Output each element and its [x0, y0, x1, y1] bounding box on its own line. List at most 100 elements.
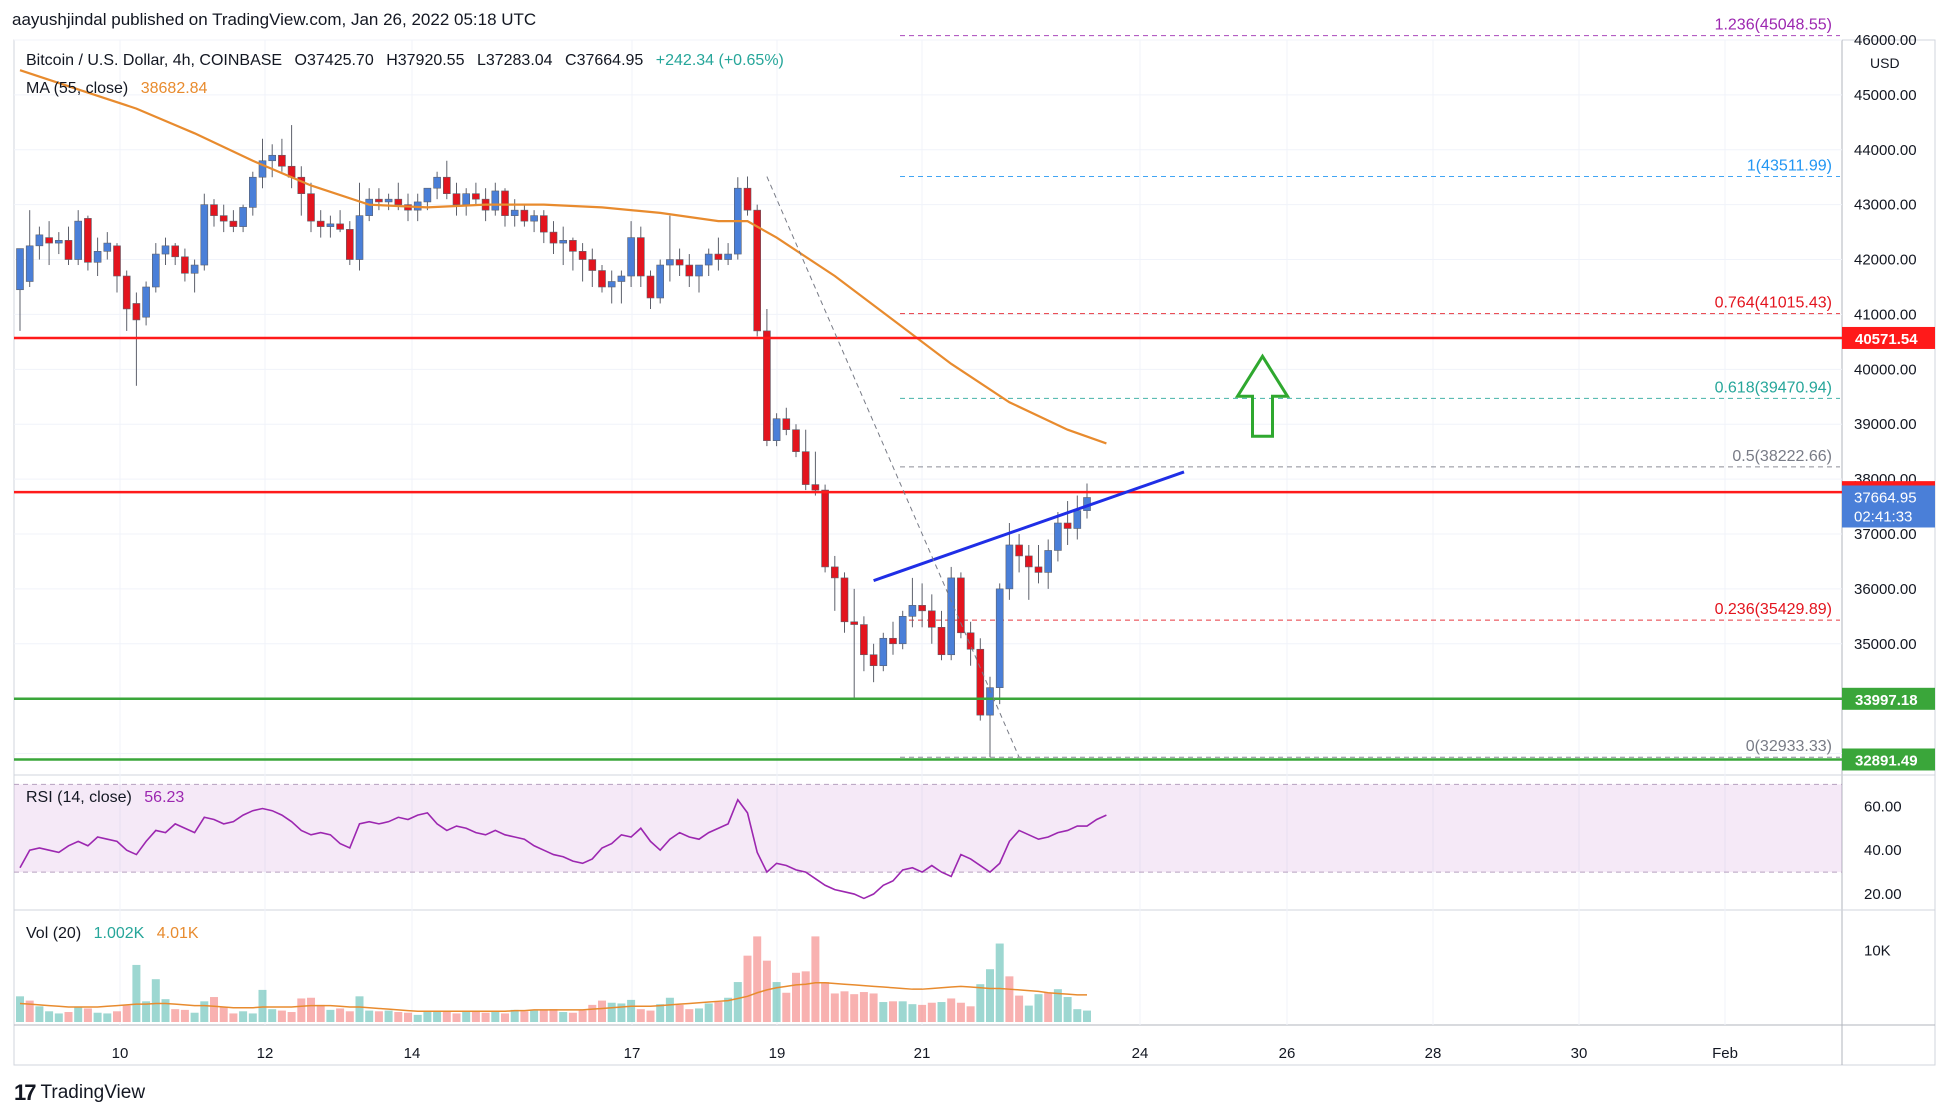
candle-body: [442, 176, 451, 194]
candle-body: [297, 176, 306, 194]
candle-body: [384, 198, 393, 203]
volume-bar: [1044, 992, 1053, 1022]
candle-body: [995, 588, 1004, 688]
candle-body: [45, 237, 53, 244]
volume-bar: [859, 992, 868, 1022]
candle-body: [491, 190, 500, 211]
candle-body: [801, 451, 810, 485]
last-price-badge: [1842, 485, 1935, 528]
candle-body: [472, 193, 480, 200]
candle-body: [181, 256, 189, 274]
volume-bar: [1005, 976, 1014, 1022]
volume-bar: [200, 1001, 209, 1022]
candle-body: [792, 429, 800, 452]
ohlc-change: +242.34 (+0.65%): [655, 52, 784, 69]
candle-body: [588, 259, 597, 271]
candle-body: [957, 577, 965, 634]
candle-body: [1054, 522, 1062, 551]
volume-bar: [210, 997, 218, 1022]
volume-bar: [501, 1013, 509, 1022]
candle-body: [850, 621, 859, 625]
candle-body: [365, 198, 374, 216]
volume-bar: [25, 1000, 34, 1022]
volume-bar: [976, 984, 985, 1022]
volume-bar: [869, 993, 878, 1022]
volume-bar: [248, 1013, 257, 1022]
candle-body: [190, 264, 199, 274]
volume-bar: [704, 1003, 713, 1022]
candle-body: [569, 240, 577, 252]
rsi-tick-label: 40.00: [1864, 842, 1902, 859]
volume-bar: [122, 1005, 131, 1022]
volume-bar: [675, 1004, 684, 1022]
volume-bar: [1073, 1009, 1082, 1022]
candle-body: [394, 198, 403, 205]
volume-bar: [656, 1004, 665, 1022]
fib-level-label: 0.236(35429.89): [1715, 601, 1832, 618]
candle-body: [278, 154, 286, 167]
candle-body: [772, 418, 781, 441]
x-tick-label: 19: [769, 1045, 786, 1062]
candle-body: [423, 187, 432, 203]
candle-body: [84, 218, 92, 263]
volume-bar: [918, 1004, 927, 1022]
candle-body: [782, 418, 791, 430]
rsi-tick-label: 60.00: [1864, 798, 1902, 815]
candle-body: [1025, 555, 1033, 568]
rsi-legend[interactable]: RSI (14, close) 56.23: [26, 789, 184, 807]
ma-legend[interactable]: MA (55, close) 38682.84: [26, 80, 207, 98]
price-tick-label: 36000.00: [1854, 581, 1917, 598]
volume-bar: [423, 1012, 432, 1022]
volume-bar: [442, 1012, 451, 1022]
price-tick-label: 39000.00: [1854, 416, 1917, 433]
fib-level-label: 0(32933.33): [1746, 738, 1832, 755]
volume-bar: [840, 991, 849, 1022]
candle-body: [821, 489, 829, 568]
volume-bar: [219, 1007, 228, 1022]
fib-level-label: 0.764(41015.43): [1715, 295, 1832, 312]
symbol-legend: Bitcoin / U.S. Dollar, 4h, COINBASE O374…: [26, 52, 784, 70]
volume-bar: [956, 1002, 965, 1022]
volume-bar: [636, 1009, 645, 1022]
volume-bar: [607, 1002, 616, 1022]
symbol-name: Bitcoin / U.S. Dollar, 4h, COINBASE: [26, 52, 283, 69]
x-tick-label: 12: [257, 1045, 274, 1062]
candle-body: [607, 281, 616, 288]
price-tick-label: 43000.00: [1854, 197, 1917, 214]
price-badge: [1842, 687, 1935, 710]
rsi-value: 56.23: [144, 789, 185, 806]
candle-body: [210, 204, 218, 216]
candle-body: [35, 234, 44, 247]
brand-name: TradingView: [40, 1082, 146, 1103]
ohlc-open: O37425.70: [294, 52, 374, 69]
candle-body: [559, 240, 568, 244]
tradingview-brand[interactable]: 17 TradingView: [14, 1080, 145, 1106]
candle-body: [1063, 522, 1072, 529]
volume-bar: [588, 1004, 597, 1022]
volume-bar: [714, 1002, 723, 1022]
price-badge: [1842, 326, 1935, 349]
price-tick-label: 44000.00: [1854, 142, 1917, 159]
volume-bar: [520, 1011, 529, 1022]
volume-bar: [1083, 1010, 1091, 1022]
volume-bar: [35, 1006, 44, 1022]
rsi-tick-label: 20.00: [1864, 886, 1902, 903]
volume-bar: [161, 999, 170, 1022]
volume-bar: [539, 1009, 548, 1022]
volume-bar: [433, 1011, 442, 1022]
publisher-line: aayushjindal published on TradingView.co…: [12, 10, 537, 29]
candle-body: [927, 610, 936, 628]
candle-body: [598, 270, 606, 288]
fib-level-label: 0.618(39470.94): [1715, 379, 1832, 396]
volume-bar: [559, 1012, 568, 1022]
volume-bar: [171, 1009, 180, 1022]
volume-bar: [113, 1011, 121, 1022]
candle-body: [171, 245, 179, 258]
candle-body: [986, 687, 994, 716]
volume-bar: [365, 1010, 374, 1022]
volume-bar: [316, 1004, 325, 1022]
candle-body: [122, 275, 131, 310]
volume-legend[interactable]: Vol (20) 1.002K 4.01K: [26, 925, 199, 943]
